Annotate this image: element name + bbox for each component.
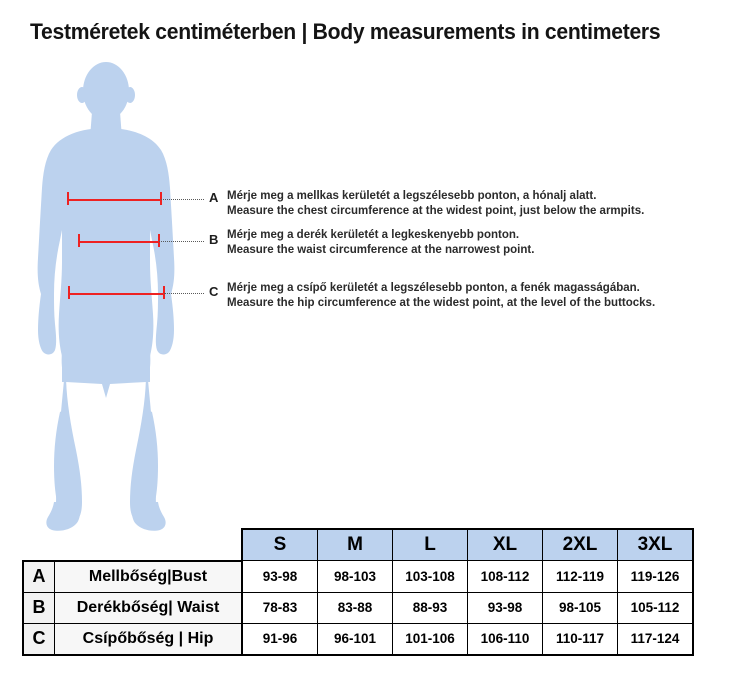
cell-a-xl: 108-112: [467, 560, 543, 593]
measurement-desc-c: Mérje meg a csípő kerületét a legszélese…: [227, 281, 655, 310]
row-letter-b: B: [22, 591, 55, 624]
cell-c-m: 96-101: [317, 622, 393, 656]
table-row: A Mellbőség|Bust 93-98 98-103 103-108 10…: [22, 559, 694, 593]
cell-b-xl: 93-98: [467, 591, 543, 624]
size-header-s: S: [241, 528, 318, 561]
cell-b-2xl: 98-105: [542, 591, 618, 624]
measurement-desc-b-hu: Mérje meg a derék kerületét a legkeskeny…: [227, 229, 520, 241]
size-chart-table: S M L XL 2XL 3XL A Mellbőség|Bust 93-98 …: [22, 528, 694, 656]
cell-c-2xl: 110-117: [542, 622, 618, 656]
corner-blank-label: [55, 529, 243, 561]
cell-b-m: 83-88: [317, 591, 393, 624]
measure-tick-a-right: [160, 192, 162, 205]
measure-line-c: [68, 293, 163, 295]
size-header-2xl: 2XL: [542, 528, 618, 561]
measurement-desc-a: Mérje meg a mellkas kerületét a legszéle…: [227, 189, 644, 218]
cell-c-3xl: 117-124: [617, 622, 694, 656]
row-letter-a: A: [22, 559, 55, 593]
leader-line-b: [159, 241, 204, 242]
measurement-desc-c-en: Measure the hip circumference at the wid…: [227, 296, 656, 309]
measure-tick-c-right: [163, 286, 165, 299]
cell-b-s: 78-83: [241, 591, 318, 624]
table-row: C Csípőbőség | Hip 91-96 96-101 101-106 …: [22, 622, 694, 656]
cell-b-3xl: 105-112: [617, 591, 694, 624]
measurement-desc-c-hu: Mérje meg a csípő kerületét a legszélese…: [227, 282, 640, 294]
row-label-a: Mellbőség|Bust: [54, 559, 243, 593]
cell-a-2xl: 112-119: [542, 560, 618, 593]
size-header-xl: XL: [467, 528, 543, 561]
leader-line-a: [161, 199, 204, 200]
measure-tick-a-left: [67, 192, 69, 205]
cell-c-l: 101-106: [392, 622, 468, 656]
measurement-desc-a-en: Measure the chest circumference at the w…: [227, 204, 645, 217]
measure-line-b: [78, 241, 158, 243]
cell-b-l: 88-93: [392, 591, 468, 624]
size-header-m: M: [317, 528, 393, 561]
size-header-l: L: [392, 528, 468, 561]
measure-tick-c-left: [68, 286, 70, 299]
row-label-b: Derékbőség| Waist: [54, 591, 243, 624]
page-title: Testméretek centiméterben | Body measure…: [30, 19, 661, 44]
table-row: B Derékbőség| Waist 78-83 83-88 88-93 93…: [22, 591, 694, 624]
measurement-desc-a-hu: Mérje meg a mellkas kerületét a legszéle…: [227, 190, 597, 202]
measure-line-a: [67, 199, 160, 201]
row-letter-c: C: [22, 622, 55, 656]
measure-tick-b-right: [158, 234, 160, 247]
corner-blank-letter: [23, 529, 55, 561]
cell-c-s: 91-96: [241, 622, 318, 656]
cell-a-3xl: 119-126: [617, 560, 694, 593]
measure-tick-b-left: [78, 234, 80, 247]
measurement-letter-c: C: [209, 284, 219, 299]
table-header-row: S M L XL 2XL 3XL: [23, 528, 694, 561]
measurement-letter-a: A: [209, 190, 219, 205]
row-label-c: Csípőbőség | Hip: [54, 622, 243, 656]
measurement-desc-b: Mérje meg a derék kerületét a legkeskeny…: [227, 228, 534, 257]
measurement-desc-b-en: Measure the waist circumference at the n…: [227, 243, 535, 256]
cell-c-xl: 106-110: [467, 622, 543, 656]
body-silhouette-figure: [18, 62, 238, 542]
leader-line-c: [164, 293, 204, 294]
cell-a-l: 103-108: [392, 560, 468, 593]
cell-a-s: 93-98: [241, 560, 318, 593]
size-header-3xl: 3XL: [617, 528, 694, 561]
cell-a-m: 98-103: [317, 560, 393, 593]
body-silhouette-icon: [37, 62, 175, 531]
measurement-letter-b: B: [209, 232, 219, 247]
